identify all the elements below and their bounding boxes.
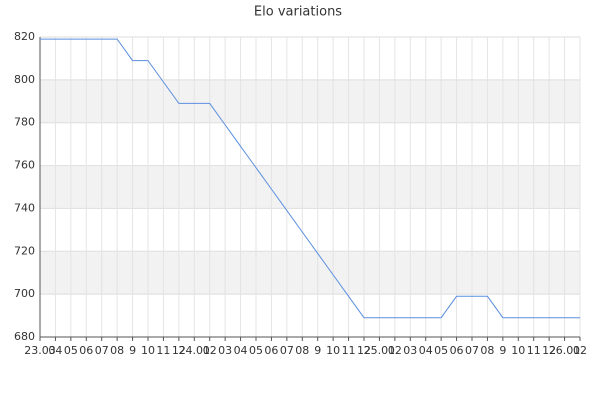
x-tick-label: 05 bbox=[249, 344, 263, 357]
grid-band bbox=[40, 251, 580, 295]
y-tick-label: 820 bbox=[14, 30, 35, 43]
x-tick-label: 08 bbox=[480, 344, 494, 357]
x-tick-label: 11 bbox=[527, 344, 541, 357]
x-tick-label: 02 bbox=[203, 344, 217, 357]
line bbox=[40, 38, 580, 319]
x-tick-label: 08 bbox=[295, 344, 309, 357]
x-tick-label: 9 bbox=[129, 344, 136, 357]
grid-band bbox=[40, 79, 580, 123]
chart-title: Elo variations bbox=[254, 5, 342, 20]
x-tick-label: 9 bbox=[314, 344, 321, 357]
y-tick-label: 740 bbox=[14, 201, 35, 214]
grid-band bbox=[40, 165, 580, 209]
x-tick-label: 10 bbox=[141, 344, 155, 357]
x-tick-label: 08 bbox=[110, 344, 124, 357]
x-tick-label: 07 bbox=[465, 344, 479, 357]
x-tick-label: 26.01 bbox=[549, 344, 581, 357]
x-tick-label: 25.01 bbox=[364, 344, 396, 357]
x-tick-label: 11 bbox=[342, 344, 356, 357]
y-tick-label: 680 bbox=[14, 330, 35, 343]
x-tick-label: 04 bbox=[234, 344, 248, 357]
x-tick-label: 03 bbox=[403, 344, 417, 357]
y-tick-label: 760 bbox=[14, 159, 35, 172]
x-tick-label: 02 bbox=[388, 344, 402, 357]
x-tick-label: 9 bbox=[499, 344, 506, 357]
x-tick-label: 12 bbox=[172, 344, 186, 357]
x-tick-label: 24.01 bbox=[179, 344, 211, 357]
x-tick-label: 11 bbox=[156, 344, 170, 357]
x-tick-label: 02 bbox=[573, 344, 587, 357]
x-tick-label: 10 bbox=[326, 344, 340, 357]
x-tick-label: 06 bbox=[450, 344, 464, 357]
x-tick-label: 05 bbox=[64, 344, 78, 357]
y-tick-label: 720 bbox=[14, 244, 35, 257]
y-tick-label: 700 bbox=[14, 287, 35, 300]
x-tick-label: 12 bbox=[357, 344, 371, 357]
x-tick-label: 04 bbox=[48, 344, 62, 357]
x-tick-label: 04 bbox=[419, 344, 433, 357]
y-tick-label: 800 bbox=[14, 73, 35, 86]
x-tick-label: 23.03 bbox=[24, 344, 56, 357]
y-tick-label: 780 bbox=[14, 116, 35, 129]
x-tick-label: 10 bbox=[511, 344, 525, 357]
x-tick-label: 05 bbox=[434, 344, 448, 357]
x-tick-label: 03 bbox=[218, 344, 232, 357]
x-tick-label: 06 bbox=[264, 344, 278, 357]
x-tick-label: 06 bbox=[79, 344, 93, 357]
x-tick-label: 07 bbox=[280, 344, 294, 357]
x-tick-label: 12 bbox=[542, 344, 556, 357]
x-tick-label: 07 bbox=[95, 344, 109, 357]
